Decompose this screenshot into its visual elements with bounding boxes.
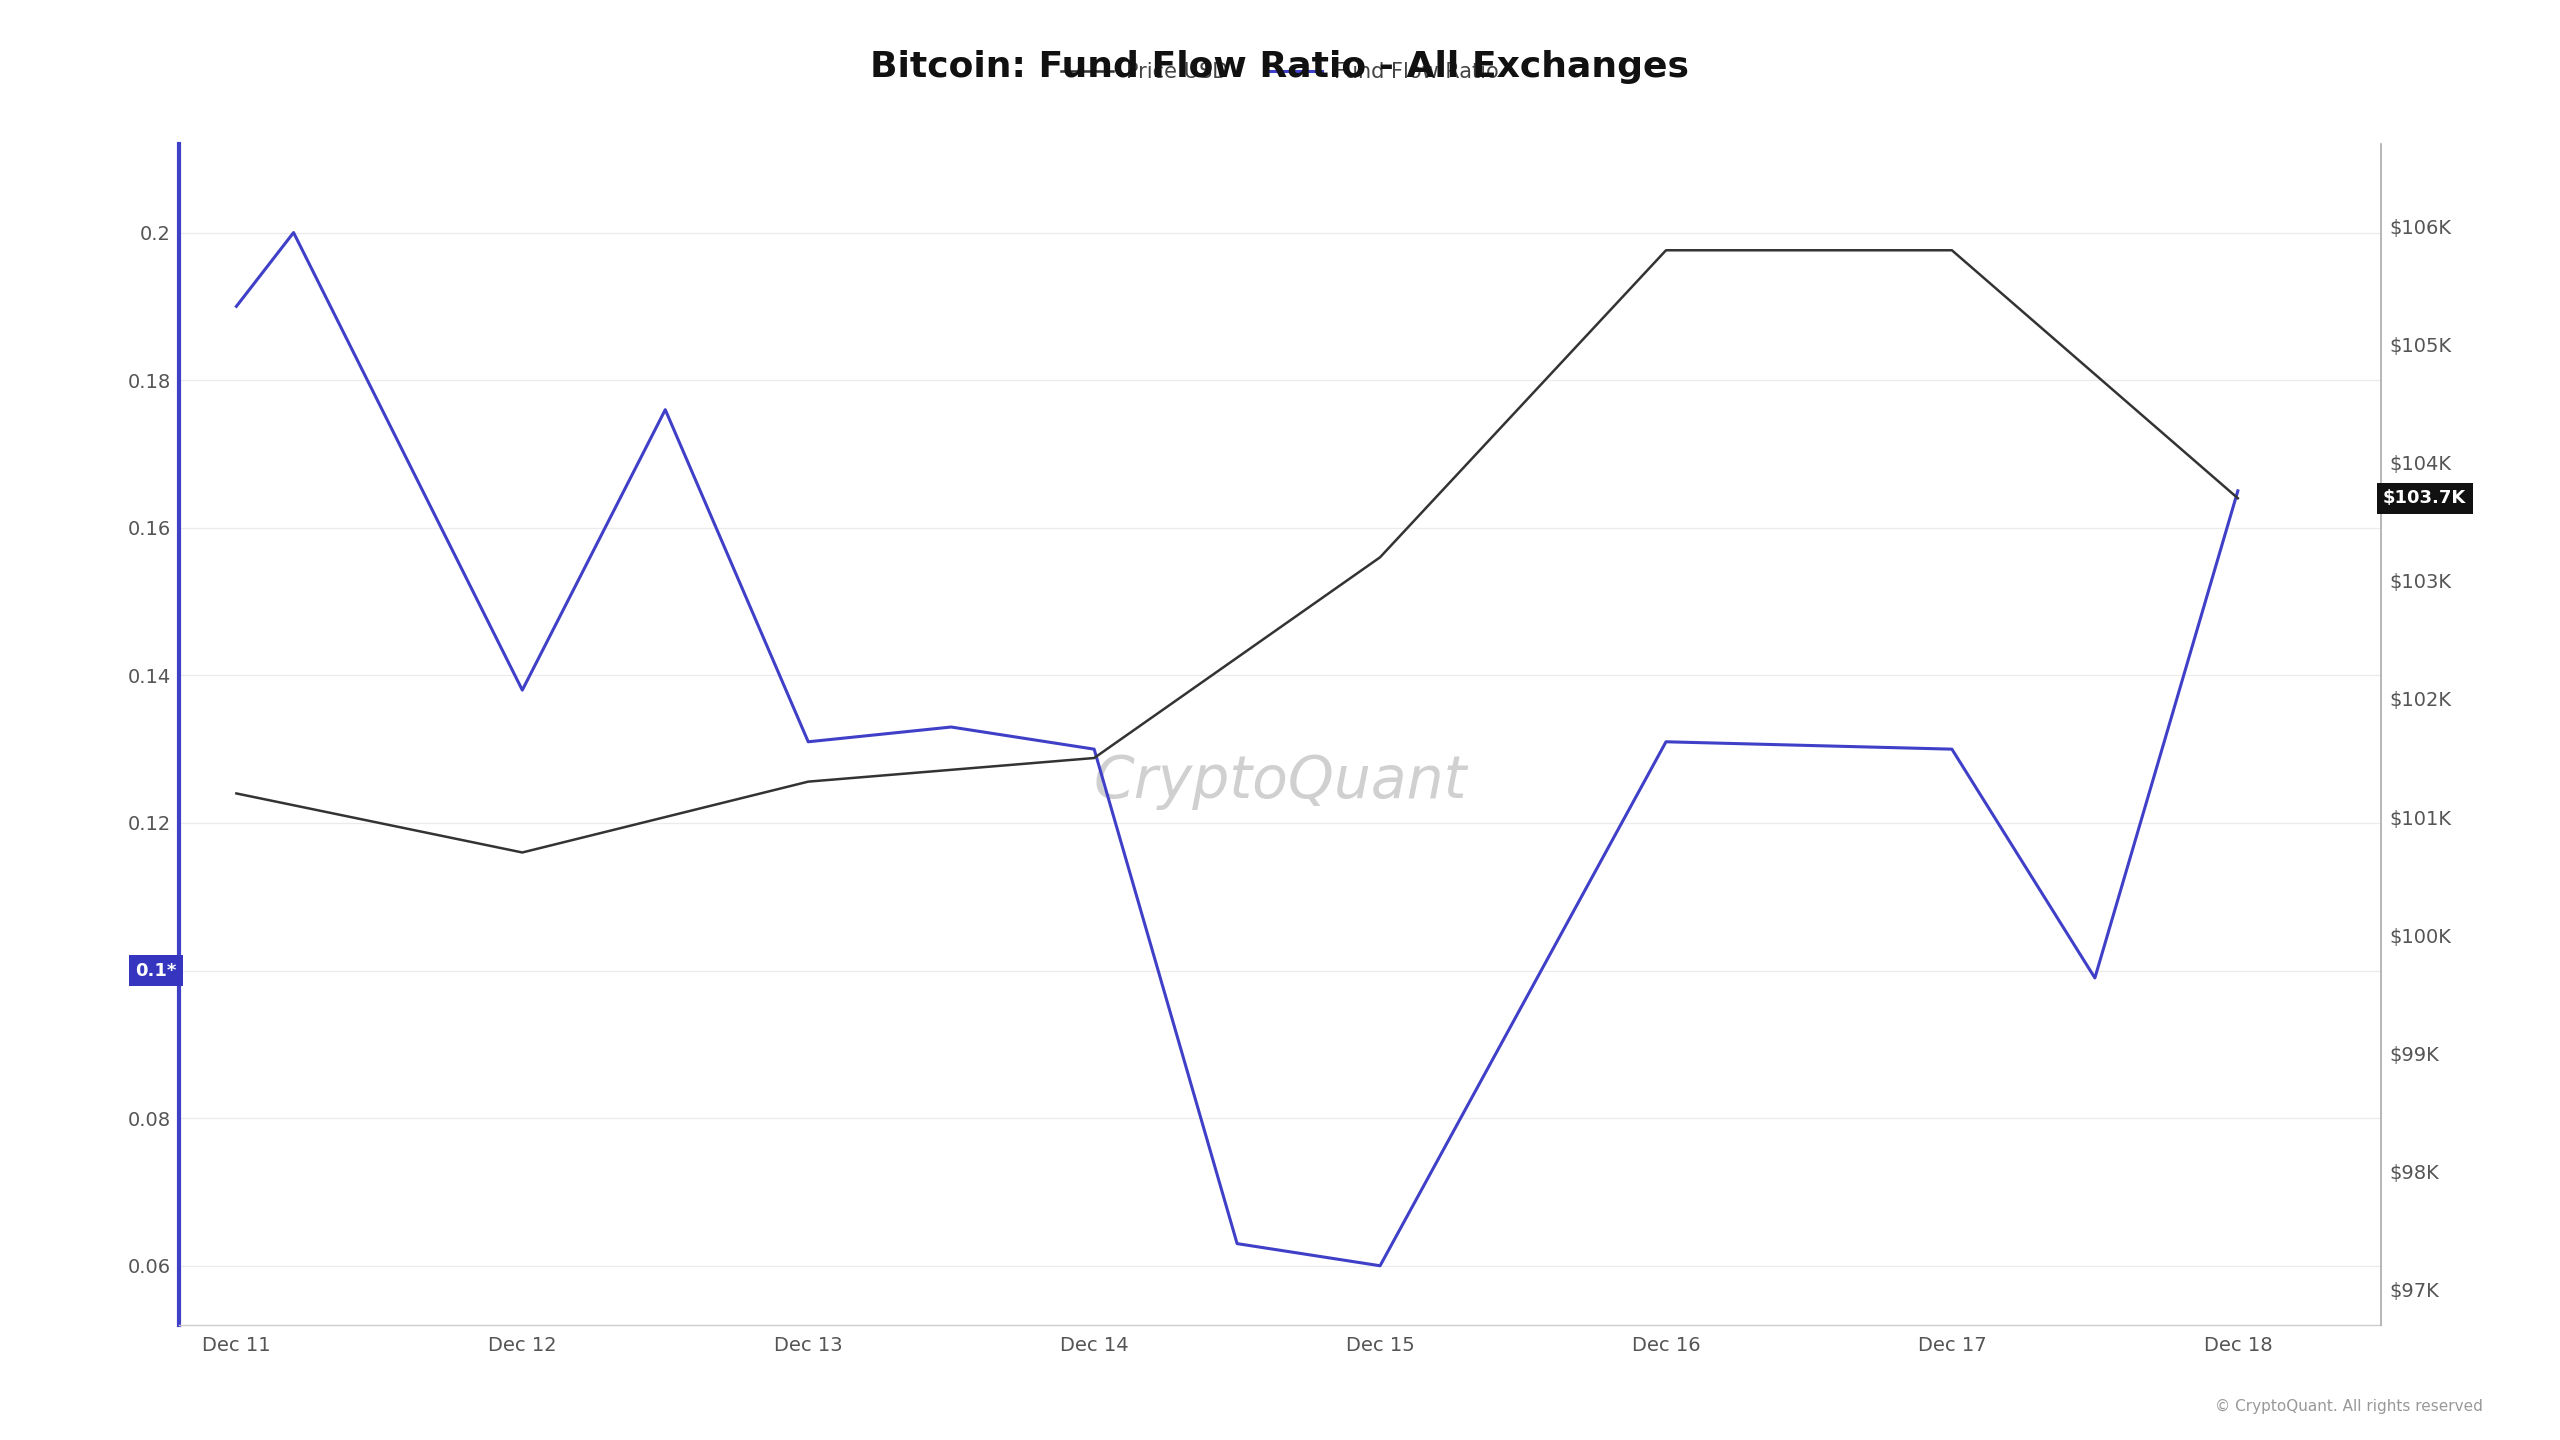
Legend: Price USD, Fund Flow Ratio: Price USD, Fund Flow Ratio — [1052, 55, 1508, 91]
Text: $103.7K: $103.7K — [2383, 490, 2465, 507]
Text: CryptoQuant: CryptoQuant — [1093, 753, 1467, 811]
Text: 0.1*: 0.1* — [136, 962, 177, 979]
Text: Bitcoin: Fund Flow Ratio - All Exchanges: Bitcoin: Fund Flow Ratio - All Exchanges — [870, 50, 1690, 85]
Text: © CryptoQuant. All rights reserved: © CryptoQuant. All rights reserved — [2214, 1400, 2483, 1414]
